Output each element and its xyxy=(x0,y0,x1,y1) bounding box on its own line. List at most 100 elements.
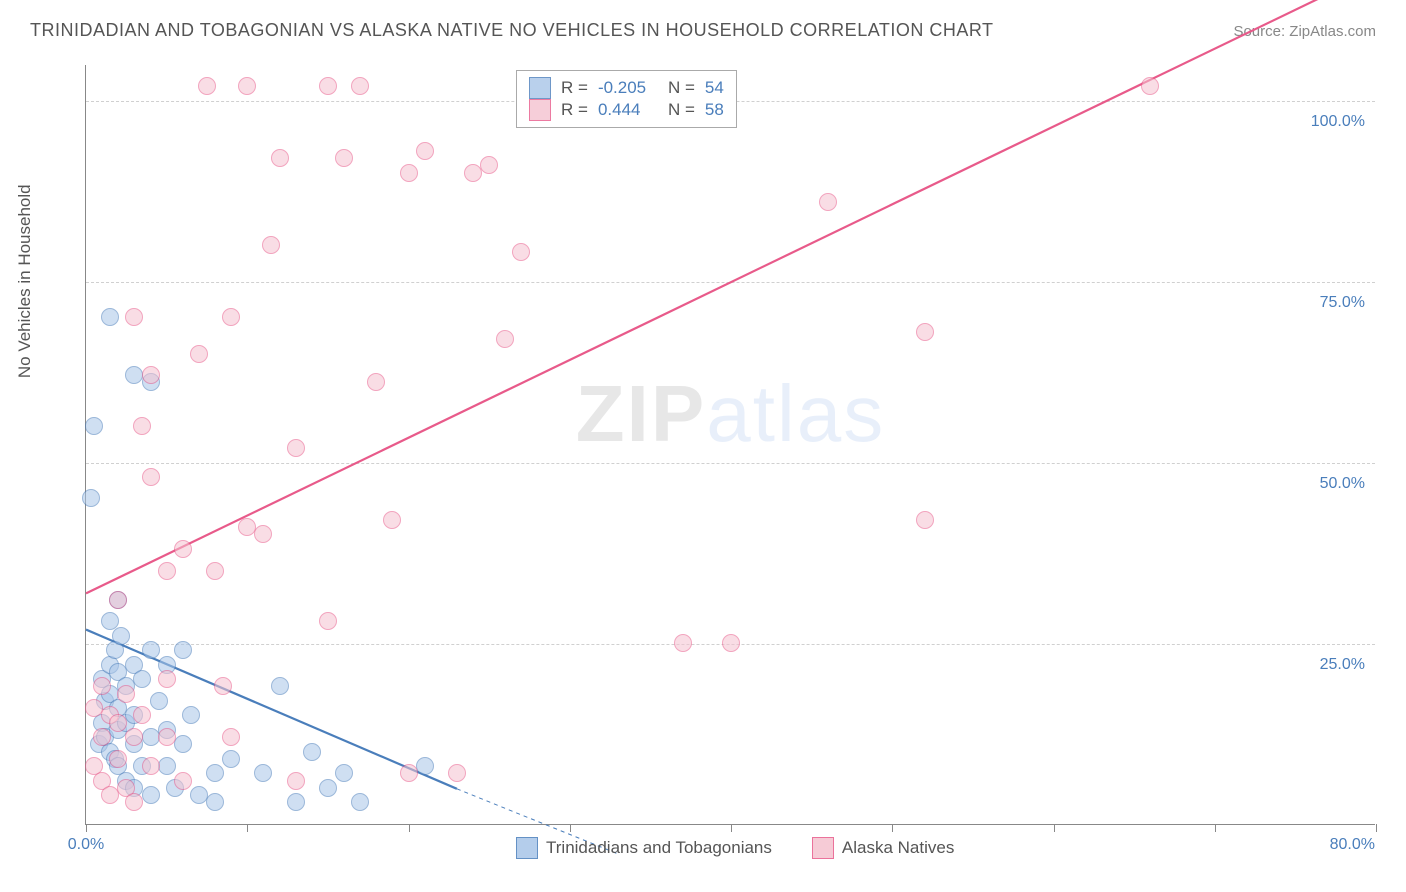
data-point xyxy=(287,772,305,790)
data-point xyxy=(400,764,418,782)
data-point xyxy=(262,236,280,254)
x-tick xyxy=(247,824,248,832)
data-point xyxy=(351,77,369,95)
data-point xyxy=(674,634,692,652)
data-point xyxy=(214,677,232,695)
data-point xyxy=(133,417,151,435)
data-point xyxy=(222,308,240,326)
r-value: 0.444 xyxy=(598,100,658,120)
data-point xyxy=(85,417,103,435)
data-point xyxy=(916,323,934,341)
data-point xyxy=(174,540,192,558)
source-label: Source: ZipAtlas.com xyxy=(1233,23,1376,40)
data-point xyxy=(916,511,934,529)
gridline xyxy=(86,282,1375,283)
data-point xyxy=(319,612,337,630)
stats-legend-row: R = 0.444 N = 58 xyxy=(529,99,724,121)
x-tick-label: 0.0% xyxy=(68,836,104,854)
legend-swatch xyxy=(529,99,551,121)
data-point xyxy=(287,793,305,811)
series-name: Trinidadians and Tobagonians xyxy=(546,838,772,858)
data-point xyxy=(480,156,498,174)
gridline xyxy=(86,463,1375,464)
data-point xyxy=(158,562,176,580)
series-name: Alaska Natives xyxy=(842,838,954,858)
plot-area: ZIPatlas 25.0%50.0%75.0%100.0%0.0%80.0%R… xyxy=(85,65,1375,825)
n-value: 54 xyxy=(705,78,724,98)
data-point xyxy=(125,728,143,746)
data-point xyxy=(351,793,369,811)
data-point xyxy=(112,627,130,645)
data-point xyxy=(142,641,160,659)
data-point xyxy=(206,764,224,782)
data-point xyxy=(400,164,418,182)
data-point xyxy=(93,677,111,695)
x-tick xyxy=(892,824,893,832)
watermark: ZIPatlas xyxy=(576,368,885,460)
y-tick-label: 50.0% xyxy=(1320,475,1365,493)
data-point xyxy=(174,735,192,753)
x-tick xyxy=(409,824,410,832)
data-point xyxy=(206,562,224,580)
x-tick xyxy=(1215,824,1216,832)
data-point xyxy=(109,714,127,732)
data-point xyxy=(335,764,353,782)
n-label: N = xyxy=(668,78,695,98)
r-value: -0.205 xyxy=(598,78,658,98)
r-label: R = xyxy=(561,78,588,98)
data-point xyxy=(303,743,321,761)
data-point xyxy=(222,750,240,768)
data-point xyxy=(271,149,289,167)
data-point xyxy=(125,308,143,326)
data-point xyxy=(416,757,434,775)
data-point xyxy=(238,77,256,95)
data-point xyxy=(133,706,151,724)
y-tick-label: 100.0% xyxy=(1311,113,1365,131)
data-point xyxy=(254,764,272,782)
legend-swatch xyxy=(516,837,538,859)
data-point xyxy=(142,468,160,486)
data-point xyxy=(198,77,216,95)
data-point xyxy=(182,706,200,724)
data-point xyxy=(101,308,119,326)
data-point xyxy=(93,728,111,746)
data-point xyxy=(722,634,740,652)
series-legend-item: Alaska Natives xyxy=(812,837,954,859)
data-point xyxy=(819,193,837,211)
y-tick-label: 75.0% xyxy=(1320,294,1365,312)
data-point xyxy=(82,489,100,507)
data-point xyxy=(142,757,160,775)
y-tick-label: 25.0% xyxy=(1320,656,1365,674)
data-point xyxy=(319,77,337,95)
data-point xyxy=(335,149,353,167)
data-point xyxy=(496,330,514,348)
data-point xyxy=(158,670,176,688)
legend-swatch xyxy=(529,77,551,99)
r-label: R = xyxy=(561,100,588,120)
data-point xyxy=(319,779,337,797)
chart-title: TRINIDADIAN AND TOBAGONIAN VS ALASKA NAT… xyxy=(30,20,994,41)
data-point xyxy=(117,685,135,703)
x-tick xyxy=(1054,824,1055,832)
data-point xyxy=(109,750,127,768)
n-value: 58 xyxy=(705,100,724,120)
data-point xyxy=(190,345,208,363)
stats-legend-row: R = -0.205 N = 54 xyxy=(529,77,724,99)
n-label: N = xyxy=(668,100,695,120)
x-tick xyxy=(86,824,87,832)
data-point xyxy=(254,525,272,543)
x-tick xyxy=(731,824,732,832)
series-legend-item: Trinidadians and Tobagonians xyxy=(516,837,772,859)
data-point xyxy=(448,764,466,782)
data-point xyxy=(133,670,151,688)
data-point xyxy=(512,243,530,261)
data-point xyxy=(206,793,224,811)
x-tick-label: 80.0% xyxy=(1330,836,1375,854)
stats-legend: R = -0.205 N = 54 R = 0.444 N = 58 xyxy=(516,70,737,128)
series-legend: Trinidadians and Tobagonians Alaska Nativ… xyxy=(516,837,954,859)
y-axis-label: No Vehicles in Household xyxy=(15,184,35,378)
data-point xyxy=(109,591,127,609)
data-point xyxy=(367,373,385,391)
data-point xyxy=(174,641,192,659)
data-point xyxy=(416,142,434,160)
